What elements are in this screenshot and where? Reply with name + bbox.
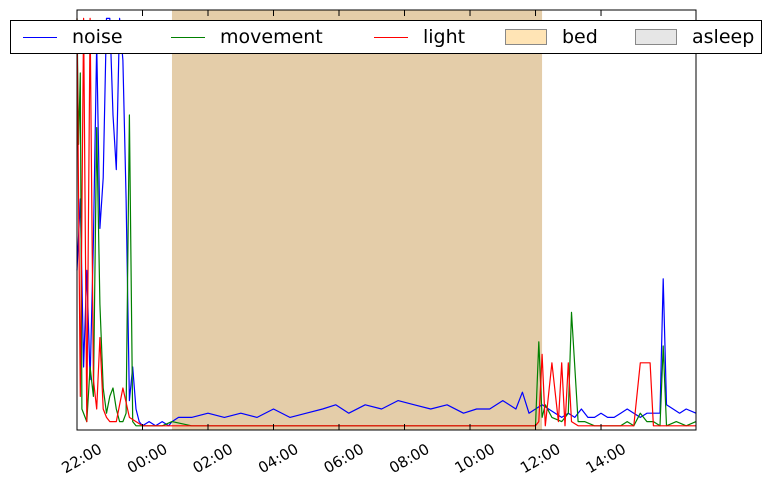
legend-label-light: light — [423, 26, 466, 48]
legend: noise movement light bed asleep — [10, 20, 762, 54]
legend-label-movement: movement — [220, 26, 323, 48]
legend-label-noise: noise — [72, 26, 123, 48]
x-tick-label: 12:00 — [517, 440, 563, 477]
x-tick-label: 00:00 — [124, 440, 170, 477]
x-tick-label: 10:00 — [452, 440, 498, 477]
legend-swatch-light — [374, 36, 408, 38]
legend-swatch-movement — [171, 36, 205, 38]
span-layer — [171, 10, 543, 430]
series-line-noise — [76, 17, 697, 427]
legend-label-bed: bed — [562, 26, 598, 48]
span-bed-asleep — [171, 10, 543, 430]
plot-frame — [76, 9, 697, 431]
x-tick-label: 04:00 — [255, 440, 301, 477]
legend-item-movement: movement — [171, 21, 323, 53]
x-tick-label: 08:00 — [386, 440, 432, 477]
legend-item-asleep: asleep — [635, 21, 754, 53]
legend-item-bed: bed — [505, 21, 598, 53]
x-tick-label: 14:00 — [583, 440, 629, 477]
legend-item-light: light — [374, 21, 465, 53]
legend-swatch-noise — [23, 36, 57, 38]
x-tick-label: 22:00 — [59, 440, 105, 477]
legend-swatch-bed — [505, 29, 547, 45]
legend-label-asleep: asleep — [692, 26, 755, 48]
x-tick-label: 02:00 — [190, 440, 236, 477]
legend-swatch-asleep — [635, 29, 677, 45]
x-tick-label: 06:00 — [321, 440, 367, 477]
legend-item-noise: noise — [23, 21, 123, 53]
